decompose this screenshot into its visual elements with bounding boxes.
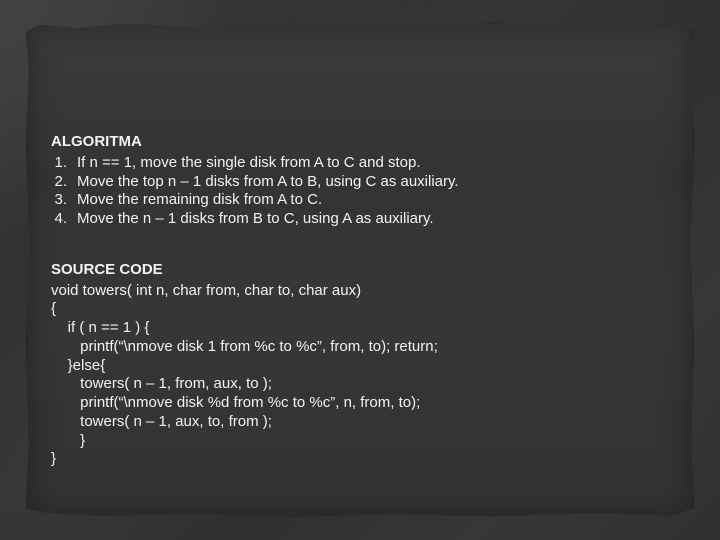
algorithm-item: 3. Move the remaining disk from A to C. (51, 191, 669, 210)
algorithm-item: 4. Move the n – 1 disks from B to C, usi… (51, 210, 669, 229)
code-line: if ( n == 1 ) { (51, 319, 149, 336)
source-heading: SOURCE CODE (51, 261, 669, 280)
source-code-block: void towers( int n, char from, char to, … (51, 282, 669, 470)
algorithm-item: 2. Move the top n – 1 disks from A to B,… (51, 173, 669, 192)
list-number: 3. (51, 191, 67, 210)
code-line: } (51, 450, 56, 467)
code-line: }else{ (51, 357, 105, 374)
list-text: Move the remaining disk from A to C. (77, 191, 322, 210)
code-line: printf(“\nmove disk %d from %c to %c”, n… (51, 394, 420, 411)
slide-content: ALGORITMA 1. If n == 1, move the single … (51, 133, 669, 497)
code-line: printf(“\nmove disk 1 from %c to %c”, fr… (51, 338, 438, 355)
list-text: Move the n – 1 disks from B to C, using … (77, 210, 434, 229)
list-number: 4. (51, 210, 67, 229)
algorithm-heading: ALGORITMA (51, 133, 669, 152)
list-number: 1. (51, 154, 67, 173)
list-text: If n == 1, move the single disk from A t… (77, 154, 421, 173)
code-line: } (51, 432, 85, 449)
code-line: towers( n – 1, from, aux, to ); (51, 375, 272, 392)
code-line: void towers( int n, char from, char to, … (51, 282, 361, 299)
code-line: towers( n – 1, aux, to, from ); (51, 413, 272, 430)
algorithm-list: 1. If n == 1, move the single disk from … (51, 154, 669, 229)
slide-frame: ALGORITMA 1. If n == 1, move the single … (0, 0, 720, 540)
list-text: Move the top n – 1 disks from A to B, us… (77, 173, 459, 192)
code-line: { (51, 300, 56, 317)
algorithm-item: 1. If n == 1, move the single disk from … (51, 154, 669, 173)
paper-background: ALGORITMA 1. If n == 1, move the single … (26, 22, 694, 518)
list-number: 2. (51, 173, 67, 192)
